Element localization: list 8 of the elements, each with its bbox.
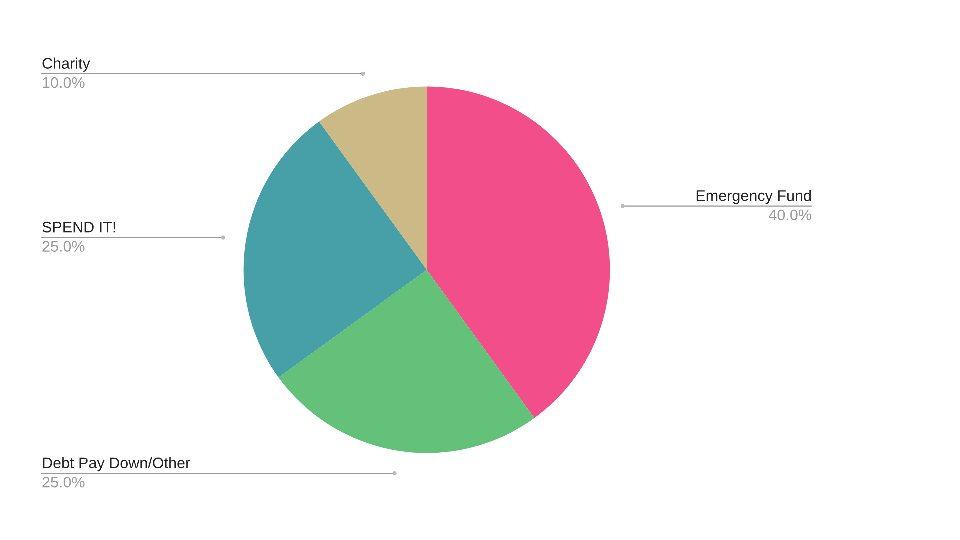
slice-label: Debt Pay Down/Other [43,457,190,472]
slice-label: Emergency Fund [696,190,812,204]
data-label: 40.0% [769,210,812,221]
slice-label: SPEND IT! [42,222,116,233]
data-label: 25.0% [42,241,85,252]
data-label: 10.0% [43,77,85,88]
data-label: 25.0% [42,476,85,488]
slice-label: Charity [42,58,90,72]
